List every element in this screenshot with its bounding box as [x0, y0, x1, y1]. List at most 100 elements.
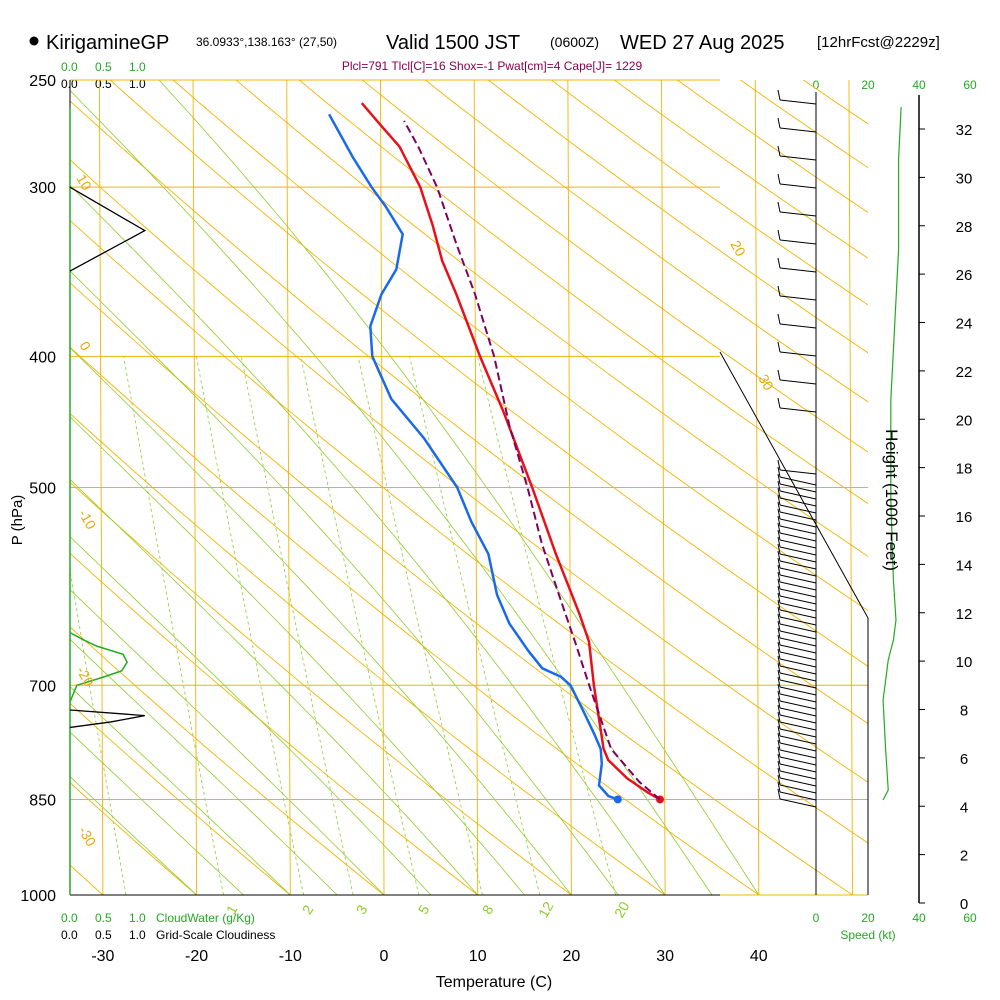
- wind-barb-staff: [779, 295, 817, 301]
- wind-barb-flag: [777, 571, 781, 583]
- height-tick: 0: [960, 896, 968, 913]
- height-tick: 22: [956, 364, 973, 381]
- wind-barb-staff: [779, 518, 817, 528]
- wind-barb-flag: [777, 620, 781, 632]
- wind-barb-flag: [777, 774, 781, 786]
- cw-bottom-tick: 0.5: [95, 911, 112, 925]
- adiabat-lines: [70, 80, 868, 895]
- parcel-line: [403, 120, 661, 801]
- pressure-tick: 300: [29, 180, 56, 197]
- wind-barb-staff: [779, 155, 817, 161]
- station-coords: 36.0933°,138.163° (27,50): [196, 35, 337, 49]
- height-tick: 8: [960, 703, 968, 720]
- wind-barb-staff: [779, 756, 817, 766]
- wind-barb-staff: [779, 525, 817, 535]
- wind-barb-flag: [777, 173, 781, 185]
- isotherm-line: [192, 80, 198, 895]
- temperature-tick: 10: [469, 948, 487, 965]
- pressure-tick: 700: [29, 678, 56, 695]
- wind-barb-staff: [779, 595, 817, 605]
- wind-barb-staff: [779, 379, 817, 385]
- moist-adiabat: [70, 347, 572, 895]
- wind-barb-flag: [777, 648, 781, 660]
- y-axis-label: P (hPa): [9, 495, 26, 546]
- isotherm-label: 10: [73, 172, 95, 194]
- wind-barb-flag: [777, 201, 781, 213]
- wind-barb-flag: [777, 515, 781, 527]
- cw-tick: 0.5: [95, 60, 112, 74]
- sounding-lines: [328, 102, 664, 804]
- cloud-bottom-tick: 1.0: [129, 928, 146, 942]
- cw-tick: 0.0: [61, 60, 78, 74]
- pressure-tick: 250: [29, 73, 56, 90]
- wind-barb-flag: [777, 641, 781, 653]
- wind-barb-staff: [779, 658, 817, 668]
- wind-barb-flag: [777, 473, 781, 485]
- isotherm-line: [380, 80, 385, 895]
- wind-barb-flag: [777, 543, 781, 555]
- dry-adiabat: [70, 782, 197, 895]
- speed-bottom-tick: 60: [963, 911, 977, 925]
- wind-barb-staff: [779, 686, 817, 696]
- dry-adiabat: [235, 80, 868, 557]
- wind-barb-flag: [777, 578, 781, 590]
- wind-barb-flag: [777, 536, 781, 548]
- wind-barb-flag: [777, 718, 781, 730]
- dry-adiabat: [70, 159, 868, 783]
- dry-adiabat: [172, 80, 868, 612]
- cloudiness-line-upper: [69, 186, 147, 272]
- mixing-ratio-label: 8: [479, 902, 497, 917]
- wind-barb-staff: [779, 211, 817, 217]
- wind-barb-staff: [779, 798, 817, 808]
- cloud-bottom-tick: 0.5: [95, 928, 112, 942]
- wind-barb-flag: [777, 117, 781, 129]
- isobar-lines: [70, 79, 868, 896]
- station-marker-icon: [29, 36, 39, 46]
- wind-barb-staff: [779, 532, 817, 542]
- terrain-outline: [719, 351, 869, 895]
- wind-barb-staff: [779, 714, 817, 724]
- wind-barb-flag: [777, 529, 781, 541]
- mixing-ratio-line: [196, 356, 304, 895]
- dry-adiabat: [298, 80, 868, 505]
- cw-tick: 1.0: [129, 60, 146, 74]
- dry-adiabat: [70, 219, 868, 844]
- temperature-tick: 30: [656, 948, 674, 965]
- moist-adiabat: [70, 89, 713, 895]
- wind-barb-flag: [777, 760, 781, 772]
- dry-adiabat: [70, 481, 572, 895]
- mixing-ratio-line: [123, 356, 224, 895]
- wind-barb-staff: [779, 616, 817, 626]
- isotherm-line: [473, 80, 479, 895]
- isotherm-line: [98, 80, 104, 895]
- wind-barb-flag: [777, 585, 781, 597]
- wind-barb-staff: [779, 651, 817, 661]
- wind-barb-staff: [779, 735, 817, 745]
- dry-adiabat: [361, 80, 868, 453]
- moist-adiabat: [70, 589, 385, 895]
- wind-barb-staff: [779, 749, 817, 759]
- wind-barb-flag: [777, 487, 781, 499]
- height-tick: 32: [956, 122, 973, 139]
- wind-barb-staff: [779, 721, 817, 731]
- wind-barb-staff: [779, 567, 817, 577]
- speed-top-ticks: 0 20 40 60: [813, 78, 977, 92]
- wind-barb-staff: [779, 784, 817, 794]
- temperature-tick: -20: [185, 948, 208, 965]
- wind-barb-flag: [777, 613, 781, 625]
- wind-barb-flag: [777, 313, 781, 325]
- isotherm-line: [942, 0, 946, 895]
- cloud-tick: 0.5: [95, 77, 112, 91]
- moist-adiabat: [70, 685, 291, 895]
- mixing-ratio-line: [70, 567, 127, 895]
- cloud-profiles: [69, 186, 147, 729]
- wind-barb-flag: [777, 550, 781, 562]
- wind-barb-staff: [779, 469, 817, 475]
- mixing-ratio-label: 12: [535, 899, 557, 921]
- moist-adiabat: [70, 638, 338, 895]
- height-tick: 4: [960, 799, 968, 816]
- wind-barb-staff: [779, 483, 817, 493]
- wind-barb-flag: [777, 634, 781, 646]
- isotherm-label: -10: [75, 507, 99, 533]
